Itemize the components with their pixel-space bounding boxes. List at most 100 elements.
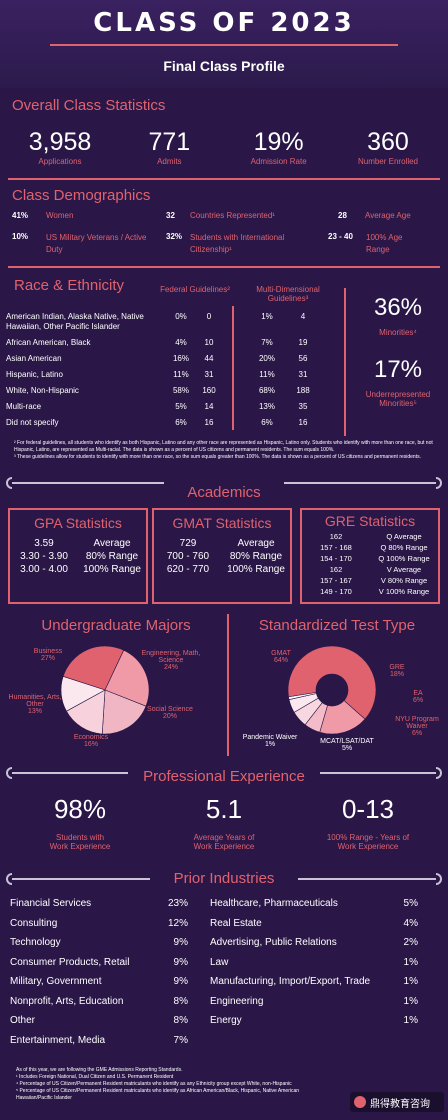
label-pct: 6% [411,730,423,737]
label-name: GMAT [271,650,291,657]
industry-pct: 7% [173,1034,188,1046]
federal-pct: 0% [175,312,187,321]
label-pct: 24% [163,664,178,671]
industry-name: Technology [10,937,61,948]
federal-count: 44 [204,354,214,363]
race-row: Hispanic, Latino 11% 31 11% 31 [6,370,336,386]
label-name: MCAT/LSAT/DAT [320,738,374,745]
majors-label-business: Business 27% [30,648,66,662]
women-label: Women [46,211,74,220]
overall-stats: 3,958 Applications 771 Admits 19% Admiss… [12,128,436,166]
label-pct: 20% [162,713,177,720]
gre-value: 149 - 170 [320,587,352,596]
race-footnote-2: ² For federal guidelines, all students w… [14,440,433,453]
federal-pct: 16% [172,354,189,363]
majors-pie-chart [60,645,150,735]
industry-row: Engineering 1% [210,996,418,1016]
federal-count: 14 [204,402,214,411]
industry-name: Advertising, Public Relations [210,937,337,948]
industry-row: Technology 9% [10,937,188,957]
multi-pct: 11% [259,370,275,379]
academics-title-bg [164,472,284,492]
majors-label-social: Social Science 20% [140,706,200,720]
stat-enrolled: 360 Number Enrolled [340,128,436,166]
international-label: Students with International Citizenship¹ [190,233,285,254]
label-pct: 13% [27,708,42,715]
industry-name: Law [210,956,229,968]
industry-pct: 5% [403,898,418,909]
gre-value: 157 - 168 [320,543,352,552]
race-name: Multi-race [6,402,42,411]
multi-count: 31 [298,370,308,379]
industry-pct: 2% [403,937,418,948]
race-row: Multi-race 5% 14 13% 35 [6,402,336,418]
label-pct: 5% [341,745,353,752]
divider [8,266,440,268]
race-column-divider [232,306,234,430]
federal-count: 16 [204,418,214,427]
industry-row: Manufacturing, Import/Export, Trade 1% [210,976,418,996]
gre-value: 154 - 170 [320,554,352,563]
gre-row: 157 - 168 Q 80% Range [302,542,438,553]
multi-pct: 6% [261,418,273,427]
label-name: Waiver [406,723,428,730]
industry-row: Financial Services 23% [10,898,188,918]
race-name: White, Non-Hispanic [6,386,79,395]
stat-value: 98% [53,794,107,824]
industry-row: Real Estate 4% [210,918,418,938]
federal-pct: 6% [175,418,187,427]
gpa-row: 3.59 Average [10,537,146,550]
stat-avg-years: 5.1 Average Years of Work Experience [154,794,294,851]
footer-line: As of this year, we are following the GM… [16,1067,183,1073]
minorities-value: 36% [373,294,423,321]
industry-row: Entertainment, Media 7% [10,1035,188,1055]
industry-name: Financial Services [10,898,92,909]
tests-pie-chart [287,645,377,735]
industry-name: Consulting [10,917,58,929]
race-name: Hispanic, Latino [6,370,63,379]
industry-name: Entertainment, Media [10,1034,106,1046]
gmat-label: 100% Range [227,564,285,575]
gre-value: 157 - 167 [320,576,352,585]
gmat-row: 729 Average [154,537,290,550]
stat-label: Average Years of [193,833,255,842]
multi-header: Multi-Dimensional Guidelines³ [256,285,320,303]
gre-row: 162 Q Average [302,531,438,542]
industry-name: Healthcare, Pharmaceuticals [210,898,338,909]
gre-label: Q 80% Range [380,543,428,552]
industry-pct: 9% [173,956,188,968]
gmat-row: 620 - 770 100% Range [154,563,290,576]
industry-name: Other [10,1015,36,1026]
multi-count: 4 [300,312,306,321]
multi-pct: 68% [258,386,275,395]
gpa-label: 100% Range [83,564,141,575]
footer-line: Hawaiian/Pacific Islander [16,1095,72,1101]
age-value: 28 [338,211,347,220]
race-footnote-3: ³ These guidelines allow for students to… [14,454,421,460]
tests-title: Standardized Test Type [258,617,416,634]
label-pct: 18% [389,671,404,678]
race-row: White, Non-Hispanic 58% 160 68% 188 [6,386,336,402]
age-range-label: 100% Age Range [366,233,403,254]
race-column-divider [344,288,346,436]
stat-value: 0-13 [341,794,395,824]
industry-pct: 8% [173,1015,188,1026]
gpa-value: 3.59 [34,538,54,549]
gmat-value: 620 - 770 [166,564,210,575]
gmat-row: 700 - 760 80% Range [154,550,290,563]
veterans-value: 10% [12,232,29,241]
stat-value: 771 [148,128,191,156]
gmat-title: GMAT Statistics [172,515,272,531]
charts-divider [227,614,229,756]
stat-label: Admits [157,157,182,166]
multi-count: 188 [296,386,310,395]
majors-label-engineering: Engineering, Math, Science 24% [136,650,206,671]
federal-pct: 11% [173,370,189,379]
veterans-label: US Military Veterans / Active Duty [46,233,147,254]
tests-label-ea: EA 6% [406,690,430,704]
pie-slice [104,649,150,707]
race-row: American Indian, Alaska Native, Native H… [6,312,336,338]
industry-name: Military, Government [10,976,102,987]
stat-label: Number Enrolled [357,157,418,166]
footer-notes: As of this year, we are following the GM… [16,1067,416,1102]
